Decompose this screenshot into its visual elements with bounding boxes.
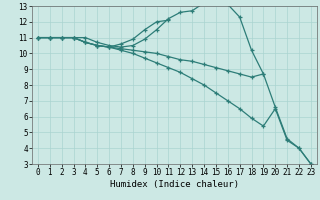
X-axis label: Humidex (Indice chaleur): Humidex (Indice chaleur) — [110, 180, 239, 189]
